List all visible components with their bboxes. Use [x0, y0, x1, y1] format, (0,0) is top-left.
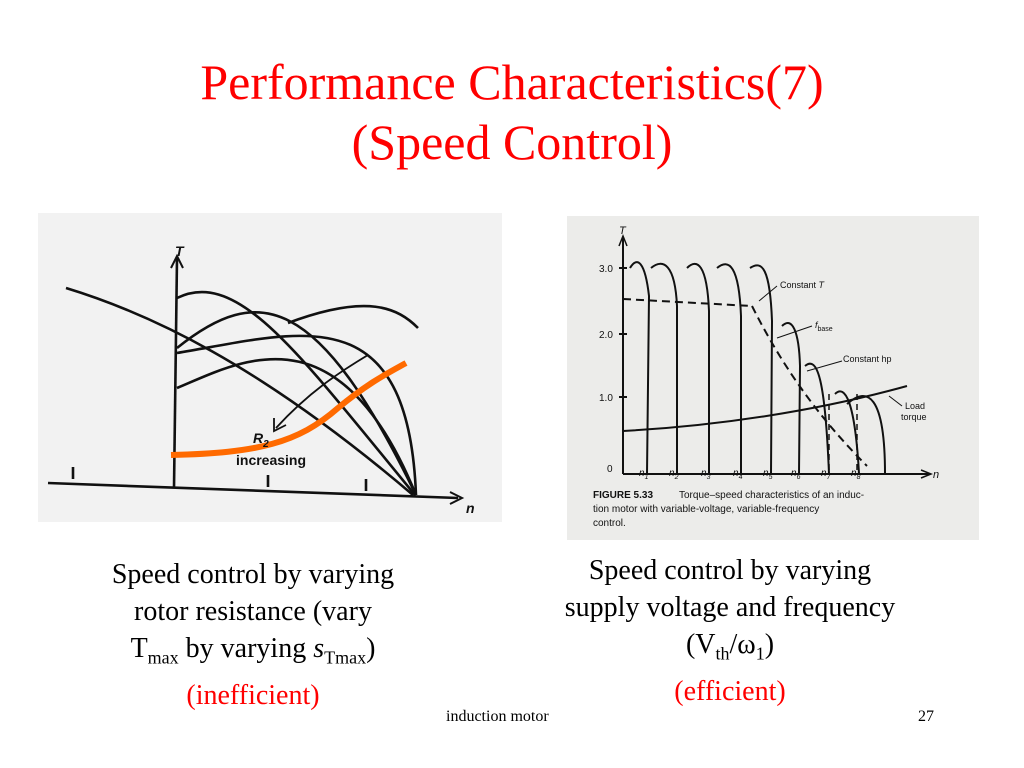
- n-axis-arrow: [920, 469, 934, 479]
- right-caption: Speed control by varying supply voltage …: [510, 552, 950, 710]
- t-axis-label: T: [175, 243, 185, 259]
- n-label-3: n3: [701, 468, 711, 481]
- n-axis-arrow: [449, 491, 465, 505]
- t-axis: [172, 257, 179, 489]
- right-caption-line-2: supply voltage and frequency: [564, 592, 896, 623]
- load-label-1: Load: [905, 401, 925, 411]
- n-label-8: n8: [851, 468, 861, 481]
- curve-last: [846, 395, 886, 475]
- page-number: 27: [918, 708, 934, 725]
- load-pointer: [888, 395, 903, 407]
- vf-control-diagram: T n 3.0 2.0 1.0 0 n1 n2 n3 n4 n5 n6 n7 n…: [593, 225, 939, 529]
- load-torque-line: [622, 385, 908, 432]
- t-axis-arrow: [618, 233, 628, 247]
- n-axis-label: n: [466, 500, 475, 516]
- load-label-2: torque: [901, 412, 927, 422]
- right-caption-line-1: Speed control by varying: [588, 555, 872, 586]
- curve-n4: [716, 263, 742, 474]
- constant-t-label: Constant T: [780, 280, 826, 290]
- n-label-5: n5: [763, 468, 773, 481]
- y-tick-3: 3.0: [599, 264, 613, 275]
- n-label-7: n7: [821, 468, 832, 481]
- fbase-label: fbase: [815, 320, 833, 333]
- n-label-2: n2: [669, 468, 679, 481]
- constant-t-pointer: [758, 285, 778, 302]
- curve-n1: [629, 261, 651, 475]
- left-caption: Speed control by varying rotor resistanc…: [48, 556, 458, 714]
- curve-r2-4: [176, 357, 418, 496]
- constant-hp-pointer: [806, 360, 843, 372]
- constant-hp-line: [751, 305, 868, 467]
- curve-n2: [650, 262, 678, 474]
- n-axis: [47, 481, 459, 500]
- curve-outer: [287, 304, 419, 329]
- figure-caption-2: tion motor with variable-voltage, variab…: [593, 504, 819, 515]
- curve-r2-2: [176, 290, 417, 496]
- left-caption-line-1: Speed control by varying: [111, 559, 395, 590]
- t-axis-arrow: [170, 253, 184, 269]
- curve-n3: [686, 262, 710, 474]
- highlight-curve: [170, 360, 408, 458]
- figure-caption-1: Torque–speed characteristics of an induc…: [679, 490, 864, 501]
- y-tick-1: 1.0: [599, 393, 613, 404]
- n-label-6: n6: [791, 468, 801, 481]
- r2-label: R2: [253, 430, 269, 450]
- right-caption-line-3: (Vth/ω1): [685, 629, 775, 664]
- slide-title: Performance Characteristics(7) (Speed Co…: [0, 52, 1024, 172]
- y-tick-2: 2.0: [599, 330, 613, 341]
- rotor-resistance-figure: T n R2 increasing: [38, 213, 502, 522]
- curve-n7: [804, 362, 830, 475]
- curve-r2-5: [176, 334, 418, 496]
- footer-text: induction motor: [446, 708, 549, 725]
- increasing-label: increasing: [236, 452, 306, 468]
- n-label-4: n4: [733, 468, 743, 481]
- constant-t-line: [622, 298, 753, 307]
- curve-r2-1: [65, 286, 414, 496]
- figure-label: FIGURE 5.33: [593, 490, 653, 501]
- right-caption-note: (efficient): [674, 675, 786, 707]
- increasing-arrow: [275, 354, 369, 429]
- t-axis-label: T: [619, 225, 627, 237]
- left-caption-line-3: Tmax by varying sTmax): [130, 633, 376, 668]
- curve-n6: [781, 322, 802, 475]
- title-line-1: Performance Characteristics(7): [200, 54, 824, 110]
- left-caption-line-2: rotor resistance (vary: [134, 596, 372, 627]
- figure-caption-3: control.: [593, 518, 626, 529]
- increasing-arrowhead: [273, 418, 287, 433]
- constant-hp-label: Constant hp: [843, 354, 892, 364]
- n-axis-label: n: [933, 469, 939, 481]
- n-label-1: n1: [639, 468, 649, 481]
- title-line-2: (Speed Control): [351, 114, 673, 170]
- y-tick-0: 0: [607, 464, 613, 475]
- rotor-resistance-diagram: T n R2 increasing: [47, 243, 475, 516]
- fbase-pointer: [776, 325, 813, 339]
- vf-control-figure: T n 3.0 2.0 1.0 0 n1 n2 n3 n4 n5 n6 n7 n…: [567, 216, 979, 540]
- left-caption-note: (inefficient): [186, 679, 320, 711]
- curve-n5: [749, 264, 774, 475]
